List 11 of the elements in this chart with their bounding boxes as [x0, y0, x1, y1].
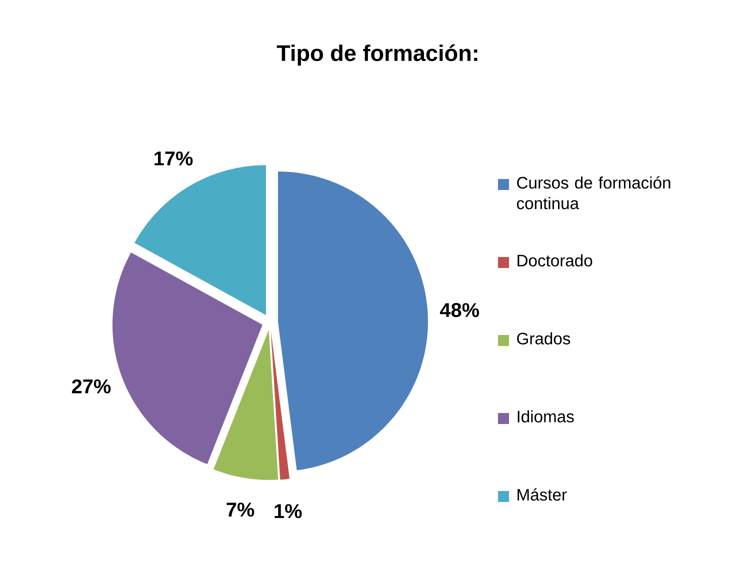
chart-title: Tipo de formación:: [276, 44, 478, 66]
legend-label: Cursos de formación continua: [516, 176, 670, 210]
data-label: 17%: [154, 151, 193, 166]
legend-label: Doctorado: [518, 254, 592, 266]
legend-label: Máster: [518, 488, 567, 501]
data-label: 48%: [440, 303, 480, 318]
legend-label: Idiomas: [518, 410, 574, 422]
data-label: 7%: [226, 502, 254, 517]
data-label: 1%: [274, 504, 302, 518]
legend-label: Grados: [517, 332, 570, 344]
data-label: 27%: [72, 379, 111, 394]
